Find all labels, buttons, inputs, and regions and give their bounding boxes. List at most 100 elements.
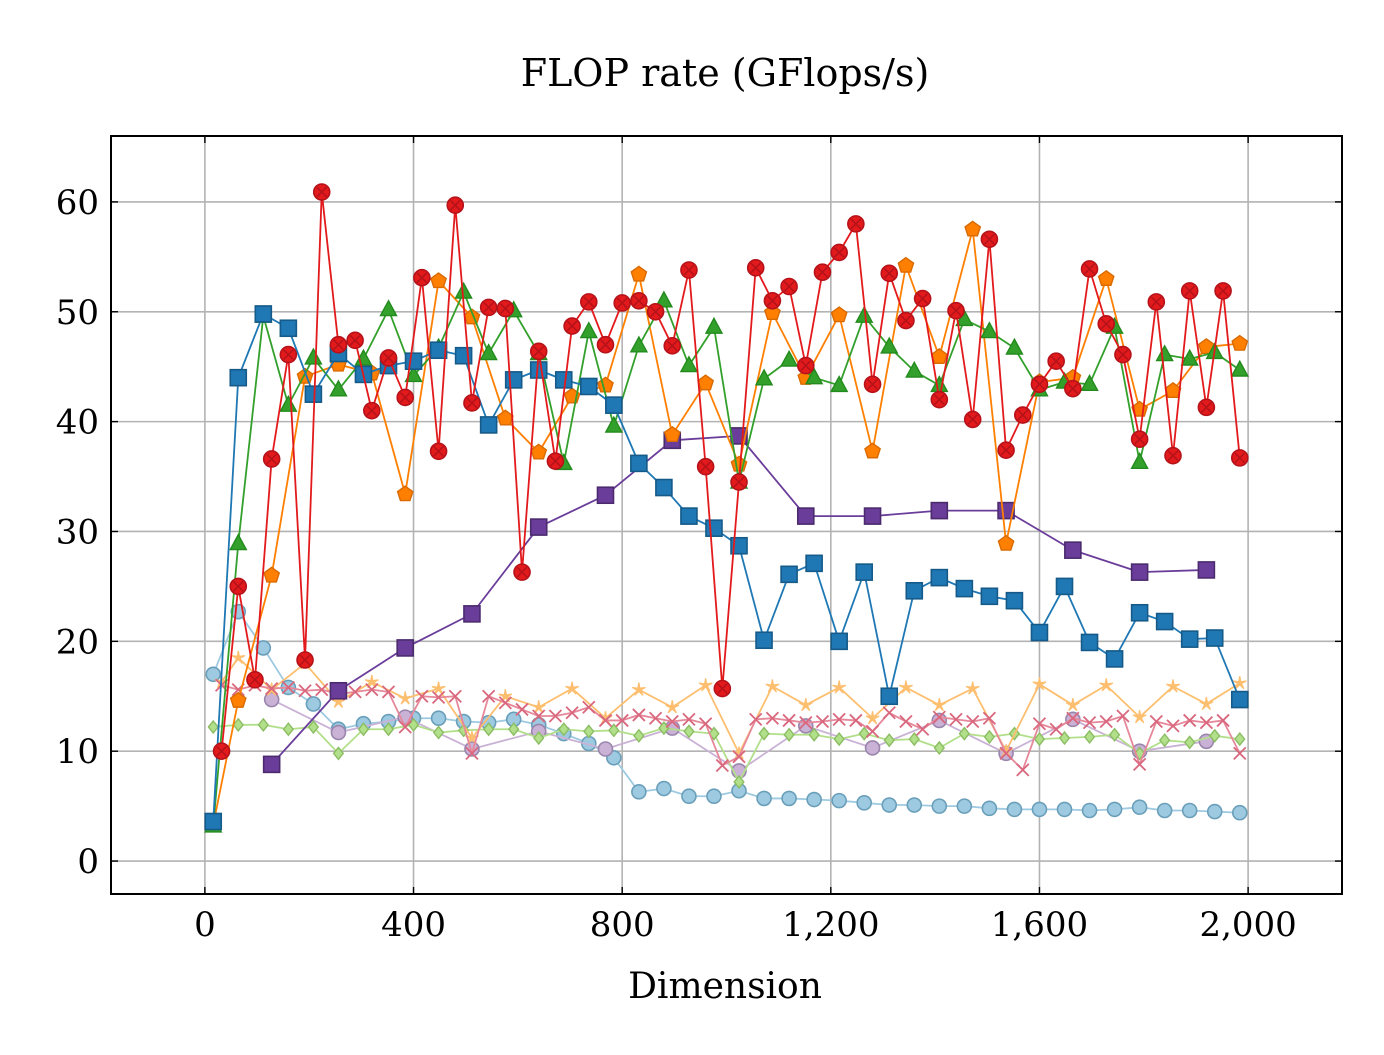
data-point: [263, 566, 281, 583]
data-point: [855, 305, 874, 323]
data-point: [805, 554, 823, 573]
data-point: [980, 321, 999, 339]
data-point: [830, 632, 848, 651]
data-point: [507, 722, 520, 737]
data-point: [565, 681, 580, 695]
data-point: [1209, 728, 1221, 743]
data-point: [1147, 293, 1166, 311]
data-point: [1130, 603, 1149, 622]
data-point: [357, 722, 370, 737]
data-point: [329, 681, 348, 700]
data-point: [329, 379, 348, 397]
data-point: [1064, 541, 1082, 559]
data-point: [496, 299, 515, 318]
data-point: [1030, 375, 1049, 394]
data-point: [579, 377, 598, 396]
data-point: [630, 291, 648, 310]
data-point: [1099, 714, 1113, 729]
data-point: [863, 507, 882, 525]
data-point: [529, 361, 548, 379]
x-tick-label: 400: [381, 905, 446, 945]
data-point: [964, 220, 982, 237]
data-point: [496, 409, 514, 426]
data-point: [396, 485, 414, 502]
data-point: [755, 631, 773, 650]
data-point: [332, 746, 345, 761]
data-point: [579, 321, 598, 339]
data-point: [630, 265, 648, 282]
data-point: [631, 682, 646, 696]
data-point: [1080, 374, 1099, 391]
data-point: [415, 689, 429, 703]
data-point: [933, 740, 946, 756]
data-point: [531, 700, 546, 714]
data-point: [864, 442, 881, 459]
data-point: [905, 360, 924, 378]
data-point: [796, 507, 815, 525]
data-point: [279, 319, 298, 338]
data-point: [597, 376, 614, 393]
data-point: [797, 718, 814, 734]
data-point: [463, 394, 481, 412]
data-point: [808, 727, 820, 742]
data-point: [782, 713, 796, 728]
data-point: [1105, 650, 1124, 668]
data-point: [780, 277, 798, 296]
data-point: [1205, 629, 1224, 647]
data-point: [915, 722, 930, 736]
data-point: [330, 724, 347, 741]
data-point: [982, 711, 997, 725]
data-point: [565, 706, 579, 720]
x-tick-label: 800: [590, 905, 655, 945]
data-point: [956, 798, 973, 814]
data-point: [257, 717, 270, 732]
data-point: [430, 710, 447, 727]
data-point: [754, 368, 774, 386]
data-point: [558, 722, 570, 737]
data-point: [1183, 735, 1196, 750]
data-point: [749, 712, 763, 726]
x-tick-label: 0: [194, 905, 216, 945]
data-point: [1032, 717, 1047, 731]
data-point: [498, 696, 512, 710]
data-point: [1130, 430, 1149, 449]
data-point: [830, 306, 848, 323]
data-point: [413, 268, 431, 287]
data-point: [1180, 348, 1199, 366]
data-point: [398, 691, 413, 705]
data-point: [232, 717, 244, 732]
data-point: [329, 335, 348, 354]
y-tick-label: 40: [56, 403, 99, 443]
data-point: [1233, 746, 1247, 761]
data-point: [262, 450, 281, 468]
data-point: [763, 291, 782, 310]
data-point: [1130, 451, 1149, 469]
data-point: [532, 709, 546, 723]
data-point: [1097, 315, 1116, 333]
data-point: [529, 518, 548, 536]
data-point: [665, 714, 679, 729]
data-point: [930, 375, 949, 393]
data-point: [706, 788, 722, 805]
x-axis-label: Dimension: [628, 966, 822, 1007]
series-2: [207, 717, 1246, 790]
data-point: [263, 691, 280, 708]
data-point: [304, 385, 323, 403]
data-point: [864, 740, 881, 756]
data-point: [656, 780, 672, 797]
data-point: [746, 259, 765, 277]
series-line: [213, 723, 1240, 783]
series-group: [204, 183, 1249, 833]
data-point: [279, 394, 298, 412]
data-point: [679, 355, 699, 373]
data-point: [312, 183, 331, 201]
data-point: [1064, 379, 1082, 398]
data-point: [646, 302, 665, 321]
series-5: [262, 427, 1216, 774]
data-point: [1197, 561, 1216, 579]
grid-lines: [111, 136, 1342, 894]
series-4: [214, 678, 1247, 777]
data-point: [482, 722, 495, 737]
data-point: [448, 689, 462, 703]
data-point: [463, 605, 481, 623]
